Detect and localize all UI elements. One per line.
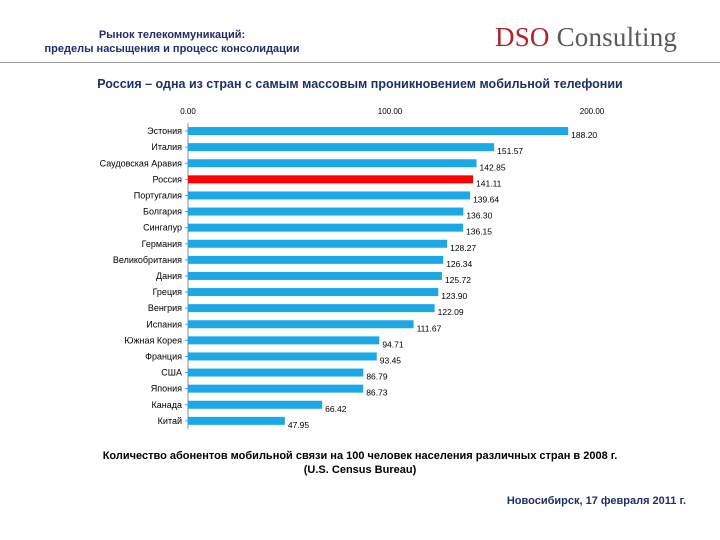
bar	[188, 207, 464, 216]
chart-caption: Количество абонентов мобильной связи на …	[0, 449, 720, 477]
chart-title: Россия – одна из стран с самым массовым …	[97, 77, 623, 91]
category-label: Германия	[142, 239, 182, 249]
data-label: 151.57	[497, 146, 523, 156]
bar	[188, 320, 414, 329]
category-label: Япония	[151, 384, 182, 394]
data-label: 86.79	[366, 372, 388, 382]
data-label: 111.67	[417, 323, 442, 333]
data-label: 188.20	[571, 130, 597, 140]
category-label: Сингапур	[143, 223, 182, 233]
bar	[188, 384, 364, 393]
bar	[188, 239, 448, 248]
data-label: 93.45	[380, 355, 402, 365]
category-label: Канада	[152, 400, 182, 410]
logo-dso: DSO	[495, 22, 550, 52]
category-label: Франция	[145, 351, 182, 361]
bar	[188, 175, 474, 184]
bar	[188, 271, 442, 280]
company-logo: DSO Consulting	[495, 22, 677, 53]
data-label: 86.73	[366, 388, 388, 398]
caption-line2: (U.S. Census Bureau)	[303, 464, 417, 476]
category-label: Португалия	[134, 190, 182, 200]
bar	[188, 143, 495, 152]
category-label: Испания	[146, 319, 182, 329]
bar	[188, 223, 464, 232]
category-label: Венгрия	[148, 303, 182, 313]
bar	[188, 336, 380, 345]
category-label: Южная Корея	[124, 335, 182, 345]
category-label: Россия	[152, 174, 182, 184]
bar-chart: 0.00 100.00 200.00 Эстония 188.20 Италия 151.5…	[100, 107, 605, 430]
category-label: Болгария	[143, 207, 182, 217]
category-label: США	[161, 368, 182, 378]
data-label: 139.64	[473, 194, 499, 204]
data-label: 126.34	[446, 259, 472, 269]
data-label: 122.09	[438, 307, 464, 317]
data-label: 125.72	[445, 275, 471, 285]
category-label: Дания	[156, 271, 182, 281]
bar	[188, 368, 364, 377]
data-label: 47.95	[288, 420, 310, 430]
data-label: 94.71	[382, 339, 404, 349]
header-title: Рынок телекоммуникаций: пределы насыщени…	[22, 28, 322, 56]
header-title-line1: Рынок телекоммуникаций:	[98, 29, 246, 41]
category-label: Саудовская Аравия	[100, 158, 182, 168]
category-label: Китай	[158, 416, 182, 426]
data-label: 136.15	[466, 227, 492, 237]
bar	[188, 159, 477, 168]
bar	[188, 127, 569, 136]
bar	[188, 400, 323, 409]
bar	[188, 352, 377, 361]
bar	[188, 416, 285, 425]
bar	[188, 304, 435, 313]
category-label: Эстония	[147, 126, 182, 136]
header-title-line2: пределы насыщения и процесс консолидации	[44, 43, 300, 55]
header-divider	[0, 62, 720, 63]
category-label: Великобритания	[113, 255, 182, 265]
x-tick-label: 200.00	[580, 107, 605, 116]
bar	[188, 191, 471, 200]
data-label: 123.90	[441, 291, 467, 301]
data-label: 128.27	[450, 243, 476, 253]
x-tick-label: 0.00	[180, 107, 196, 116]
caption-line1: Количество абонентов мобильной связи на …	[102, 450, 618, 462]
logo-consulting: Consulting	[549, 22, 678, 52]
data-label: 66.42	[325, 404, 347, 414]
bar	[188, 255, 444, 264]
data-label: 141.11	[476, 178, 502, 188]
category-label: Греция	[153, 287, 183, 297]
bar	[188, 288, 439, 297]
category-label: Италия	[151, 142, 182, 152]
data-label: 142.85	[480, 162, 506, 172]
footer-date: Новосибирск, 17 февраля 2011 г.	[506, 495, 686, 507]
x-tick-label: 100.00	[378, 107, 403, 116]
data-label: 136.30	[466, 211, 492, 221]
